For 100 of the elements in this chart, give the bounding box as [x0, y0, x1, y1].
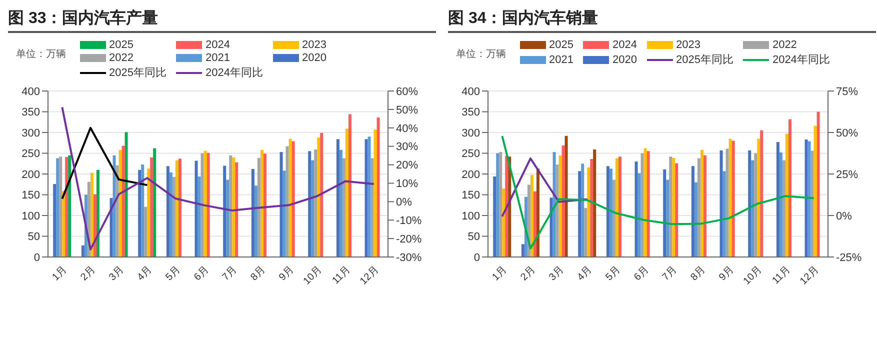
bar — [760, 130, 764, 257]
y2-tick-label: 0% — [396, 196, 412, 209]
bar — [634, 162, 638, 257]
y-tick-label: 150 — [462, 190, 480, 202]
bar — [68, 155, 72, 257]
bar — [779, 152, 782, 257]
bar — [584, 208, 588, 257]
bar — [257, 158, 260, 257]
bar — [226, 180, 230, 257]
y2-tick-label: -10% — [396, 215, 422, 228]
x-tick-label: 4月 — [576, 264, 594, 284]
bar — [122, 146, 125, 257]
x-tick-label: 1月 — [490, 264, 510, 284]
bar — [720, 150, 723, 257]
y2-tick-label: 0% — [836, 210, 852, 222]
bar — [496, 153, 500, 257]
bar — [204, 150, 207, 257]
bar — [493, 176, 496, 257]
bar — [754, 153, 758, 257]
y-tick-label: 0 — [474, 252, 480, 264]
bar — [110, 198, 113, 257]
bar — [292, 141, 295, 257]
bar — [533, 191, 536, 257]
x-tick-label: 4月 — [136, 264, 154, 284]
bar — [732, 140, 735, 257]
bar — [728, 138, 732, 257]
bar — [644, 148, 647, 257]
x-tick-label: 2月 — [78, 264, 98, 284]
bar — [530, 174, 534, 257]
bar — [345, 128, 348, 257]
bar — [697, 158, 700, 257]
bar — [578, 171, 582, 257]
legend-label: 2020 — [302, 52, 326, 64]
legend-label: 2023 — [676, 39, 700, 51]
legend-label: 2024年同比 — [772, 53, 830, 67]
x-tick-label: 11月 — [330, 264, 353, 287]
line-series — [61, 106, 375, 250]
bar — [505, 156, 508, 257]
x-tick-label: 10月 — [742, 264, 764, 288]
bar — [65, 156, 68, 257]
y-axis-title: 单位：万辆 — [16, 48, 66, 61]
bar — [286, 146, 289, 257]
x-tick-label: 8月 — [248, 264, 268, 284]
y-tick-label: 250 — [462, 148, 480, 160]
legend-label: 2024 — [205, 39, 230, 51]
y2-tick-label: 25% — [836, 168, 858, 181]
y-tick-label: 150 — [22, 190, 40, 202]
bar — [260, 150, 264, 257]
bar — [499, 152, 502, 257]
y-tick-label: 0 — [34, 252, 40, 264]
bar — [150, 157, 154, 257]
bar — [90, 172, 94, 257]
bar — [59, 156, 62, 257]
y-tick-label: 300 — [462, 127, 480, 140]
bar — [816, 112, 820, 257]
bar — [804, 140, 808, 257]
y-tick-label: 400 — [22, 86, 40, 98]
bar — [364, 139, 368, 257]
y2-tick-label: -20% — [396, 233, 422, 246]
bar — [96, 170, 100, 257]
line-series — [61, 126, 148, 200]
bar — [169, 172, 172, 257]
x-tick-label: 3月 — [107, 264, 126, 284]
bar — [370, 158, 374, 257]
bar — [178, 158, 182, 257]
bar — [339, 150, 342, 257]
x-tick-label: 10月 — [302, 264, 324, 288]
bar — [124, 132, 128, 257]
bar — [53, 184, 56, 257]
y2-tick-label: 30% — [396, 141, 418, 154]
bar — [587, 167, 590, 257]
bar — [112, 155, 116, 257]
bar — [175, 160, 178, 257]
bar — [808, 141, 811, 257]
y-tick-label: 300 — [22, 127, 40, 140]
legend-label: 2022 — [109, 52, 134, 64]
y2-tick-label: 50% — [396, 104, 418, 116]
bar — [153, 148, 156, 257]
legend-label: 2021 — [549, 54, 574, 66]
x-tick-label: 11月 — [770, 264, 793, 287]
bar — [198, 176, 201, 257]
bar — [672, 158, 676, 257]
chart-title: 图 33：国内汽车产量 — [8, 8, 436, 33]
y-tick-label: 250 — [22, 148, 40, 160]
bar — [669, 156, 672, 257]
y2-tick-label: 50% — [836, 127, 858, 140]
bar — [552, 152, 556, 257]
bar — [564, 136, 568, 257]
bar — [618, 156, 622, 257]
legend-label: 2025 — [109, 39, 134, 51]
x-tick-label: 9月 — [717, 264, 736, 284]
y2-tick-label: -25% — [836, 252, 862, 264]
y-axis-title: 单位：万辆 — [456, 48, 506, 61]
y2-tick-label: 10% — [396, 178, 418, 190]
bar — [282, 170, 286, 257]
bar — [342, 158, 346, 257]
bar — [691, 166, 694, 257]
bar — [612, 180, 616, 257]
bar — [782, 160, 786, 257]
bar — [609, 168, 612, 257]
